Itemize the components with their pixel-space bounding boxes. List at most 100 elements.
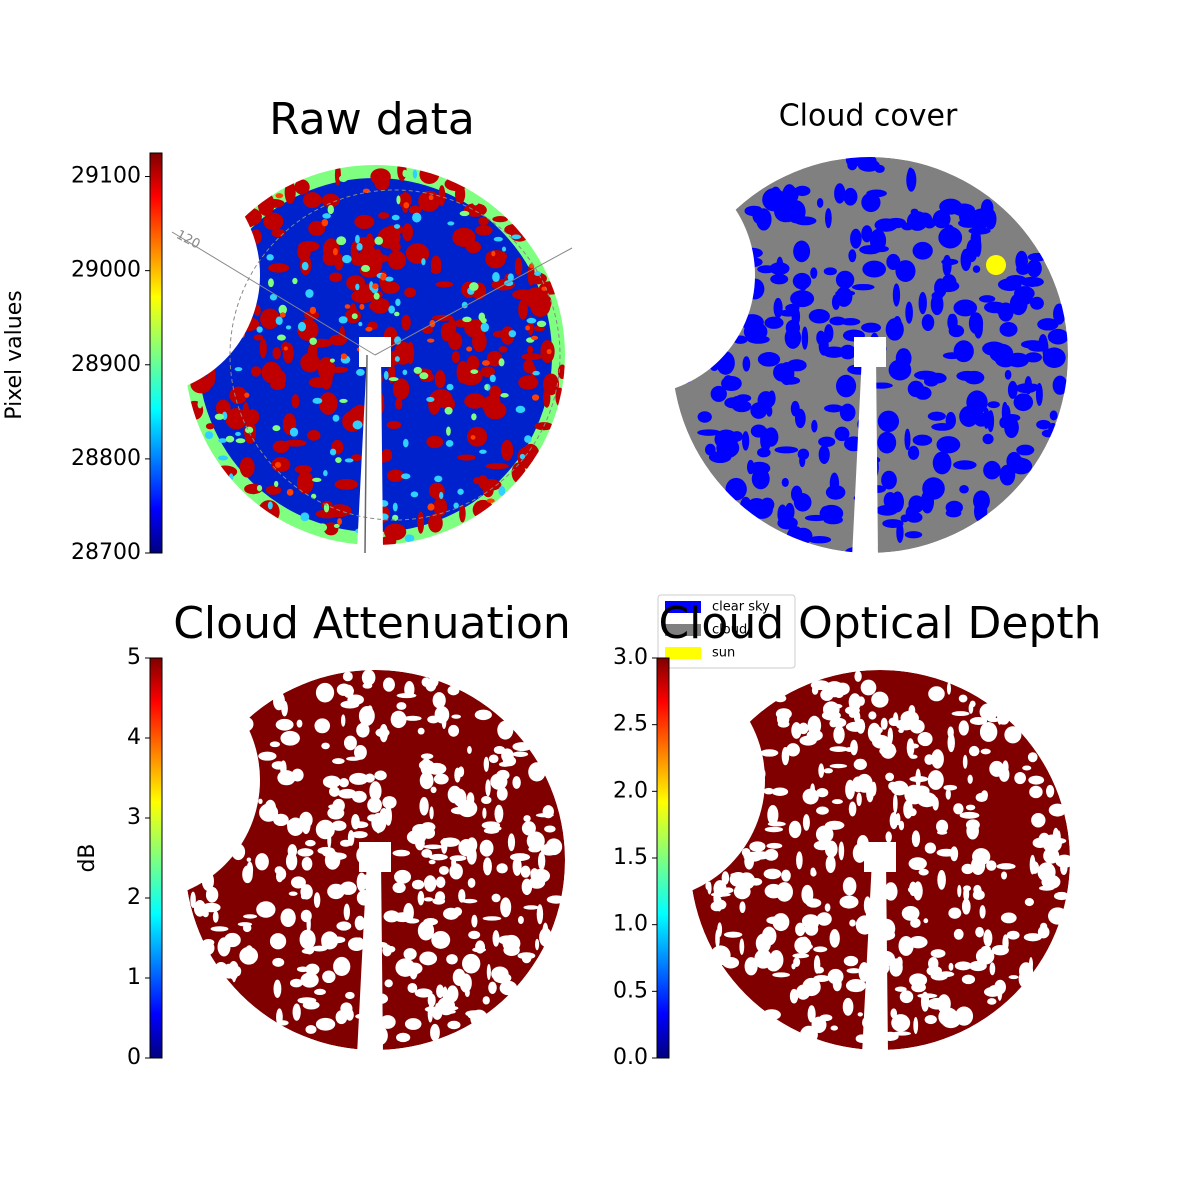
image-blob	[428, 513, 443, 533]
image-blob	[1048, 907, 1068, 925]
image-blob	[278, 516, 289, 524]
image-blob	[417, 511, 425, 534]
image-blob	[857, 1012, 863, 1017]
image-blob	[246, 289, 252, 297]
image-blob	[356, 722, 370, 738]
image-blob	[222, 737, 227, 751]
image-blob	[851, 283, 875, 291]
image-blob	[347, 694, 364, 705]
image-blob	[753, 742, 760, 752]
image-blob	[396, 1032, 411, 1043]
image-blob	[489, 374, 496, 383]
image-blob	[493, 972, 512, 984]
image-blob	[297, 848, 314, 857]
image-blob	[391, 214, 400, 221]
image-blob	[205, 886, 219, 903]
image-blob	[426, 338, 435, 343]
image-blob	[881, 470, 897, 490]
image-blob	[224, 932, 241, 948]
image-blob	[419, 771, 434, 790]
image-blob	[1006, 930, 1020, 940]
image-blob	[214, 969, 234, 978]
image-blob	[447, 221, 455, 226]
image-blob	[280, 908, 296, 928]
image-blob	[431, 674, 439, 687]
image-blob	[204, 431, 214, 439]
image-blob	[292, 277, 298, 285]
image-blob	[854, 670, 862, 682]
image-blob	[979, 721, 998, 742]
image-blob	[340, 353, 348, 360]
image-blob	[673, 339, 688, 358]
image-blob	[527, 345, 534, 354]
image-blob	[199, 275, 212, 284]
image-blob	[392, 712, 405, 717]
image-blob	[283, 439, 307, 447]
image-blob	[839, 344, 857, 360]
image-blob	[467, 877, 476, 888]
image-blob	[1000, 912, 1017, 924]
image-blob	[920, 489, 935, 514]
image-blob	[383, 910, 400, 923]
image-blob	[943, 784, 958, 791]
panel-title: Cloud cover	[779, 99, 958, 134]
image-blob	[394, 311, 400, 317]
image-blob	[467, 746, 472, 754]
image-blob	[786, 743, 800, 757]
image-blob	[301, 814, 311, 835]
image-blob	[1036, 419, 1052, 430]
image-blob	[823, 267, 837, 276]
image-blob	[420, 822, 436, 832]
image-blob	[490, 773, 508, 790]
image-blob	[727, 776, 743, 795]
image-blob	[239, 457, 255, 478]
image-blob	[754, 949, 773, 969]
image-blob	[491, 250, 496, 257]
image-blob	[917, 212, 933, 228]
image-blob	[507, 273, 514, 282]
image-blob	[521, 821, 536, 836]
image-blob	[980, 748, 991, 755]
image-blob	[329, 786, 340, 797]
image-blob	[329, 272, 343, 283]
image-blob	[322, 775, 341, 789]
image-blob	[789, 988, 799, 1004]
image-blob	[426, 435, 444, 449]
image-blob	[958, 204, 973, 226]
image-blob	[531, 335, 539, 340]
image-blob	[481, 821, 501, 830]
image-blob	[885, 831, 892, 843]
image-blob	[323, 503, 330, 513]
image-blob	[373, 993, 388, 1005]
image-blob	[451, 351, 461, 364]
image-blob	[497, 720, 514, 740]
image-blob	[475, 225, 493, 236]
image-blob	[961, 898, 971, 915]
image-blob	[406, 341, 415, 365]
image-blob	[845, 706, 860, 715]
image-blob	[488, 981, 497, 994]
image-blob	[412, 212, 422, 223]
image-blob	[739, 496, 752, 519]
image-blob	[738, 872, 756, 890]
image-blob	[401, 473, 411, 480]
image-blob	[807, 1005, 816, 1023]
image-blob	[446, 426, 451, 436]
image-blob	[481, 796, 492, 804]
image-blob	[954, 961, 972, 971]
image-blob	[492, 216, 509, 223]
image-blob	[989, 962, 996, 976]
image-blob	[333, 523, 340, 528]
image-blob	[428, 392, 441, 415]
image-blob	[464, 988, 470, 997]
image-blob	[458, 839, 475, 857]
image-blob	[428, 859, 436, 865]
image-blob	[386, 946, 396, 953]
image-blob	[462, 953, 481, 974]
image-blob	[354, 915, 366, 931]
image-blob	[782, 184, 797, 205]
image-blob	[300, 512, 310, 522]
image-blob	[1016, 263, 1030, 275]
image-blob	[862, 1017, 869, 1028]
image-blob	[880, 853, 893, 861]
